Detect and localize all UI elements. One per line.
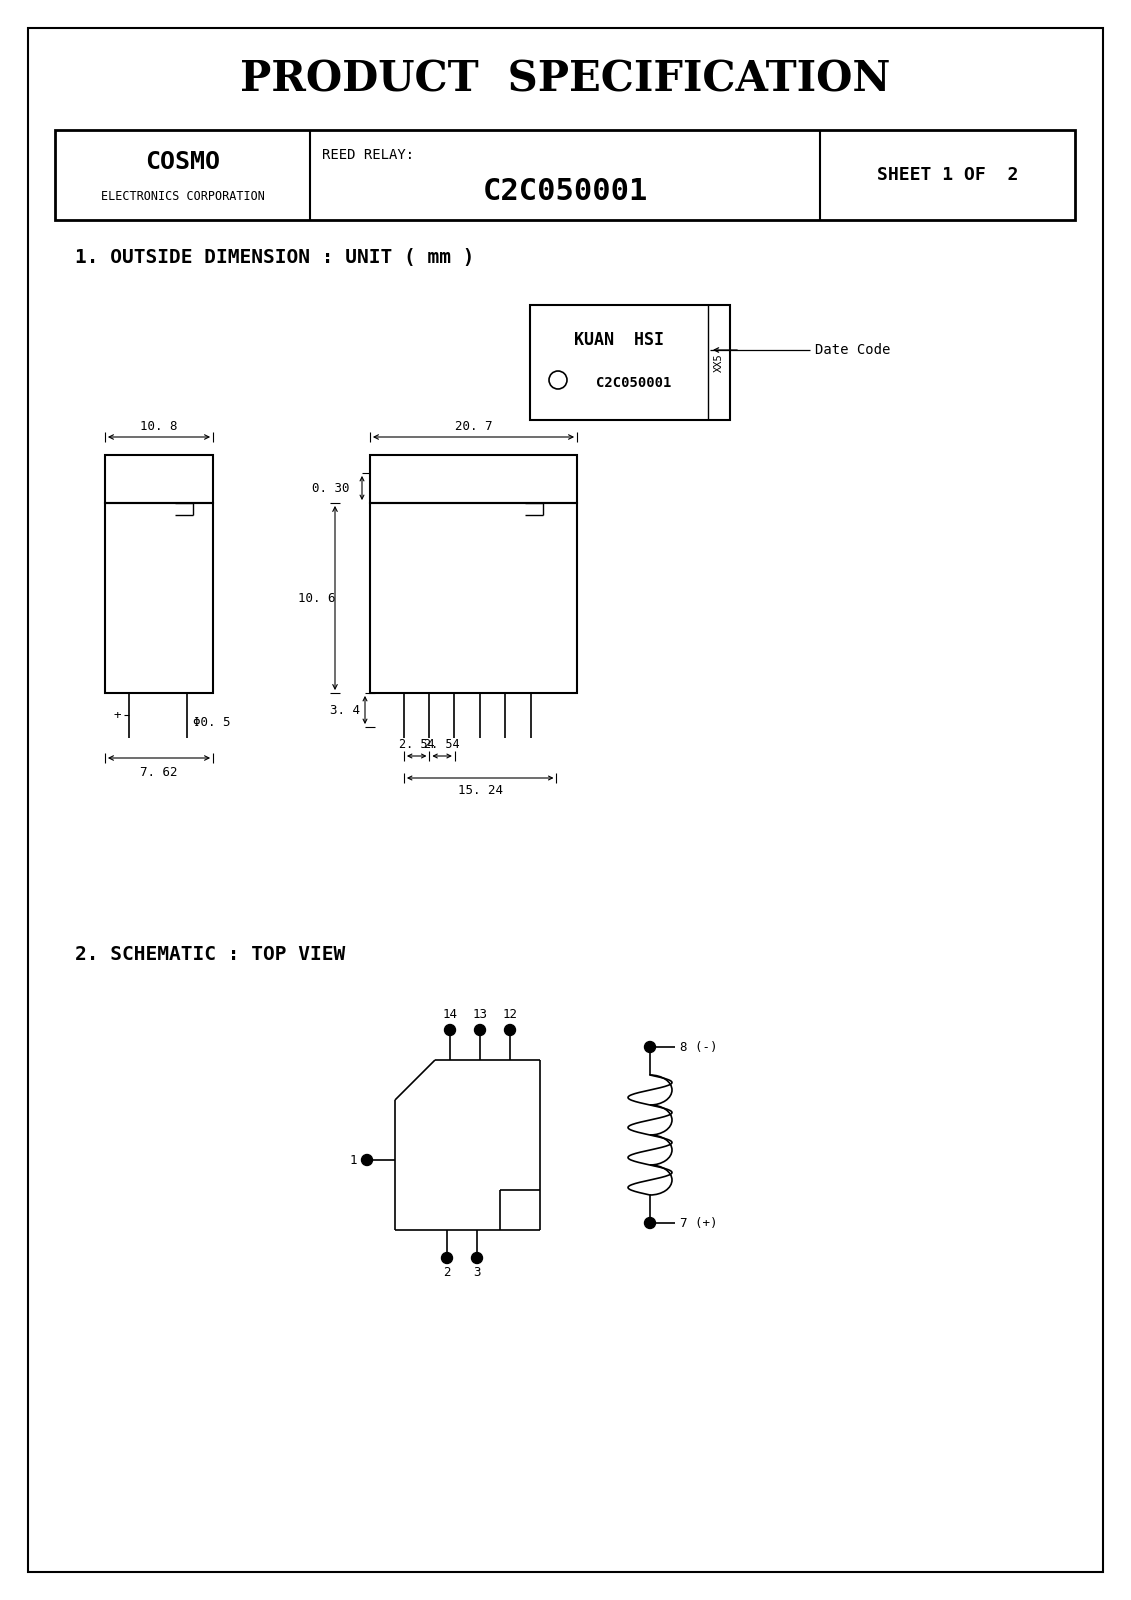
Text: 20. 7: 20. 7 — [455, 421, 492, 434]
Text: REED RELAY:: REED RELAY: — [322, 149, 414, 162]
Text: 12: 12 — [502, 1008, 518, 1021]
Text: 7. 62: 7. 62 — [140, 765, 178, 779]
Text: 3: 3 — [473, 1266, 481, 1278]
Text: COSMO: COSMO — [146, 150, 221, 174]
Text: ELECTRONICS CORPORATION: ELECTRONICS CORPORATION — [101, 189, 265, 203]
Text: 7 (+): 7 (+) — [680, 1216, 717, 1229]
Text: 15. 24: 15. 24 — [458, 784, 502, 797]
Bar — [370, 502, 577, 693]
Bar — [55, 130, 1074, 219]
Text: +: + — [113, 709, 121, 722]
Text: 8 (-): 8 (-) — [680, 1040, 717, 1053]
Text: 2: 2 — [443, 1266, 451, 1278]
Bar — [530, 306, 729, 419]
Text: 2. 54: 2. 54 — [399, 738, 434, 750]
Bar — [105, 454, 213, 502]
Text: 2. 54: 2. 54 — [424, 738, 460, 750]
Bar — [105, 502, 213, 693]
Text: 1: 1 — [349, 1154, 356, 1166]
Text: Φ0. 5: Φ0. 5 — [193, 717, 231, 730]
Text: 10. 8: 10. 8 — [140, 421, 178, 434]
Text: C2C050001: C2C050001 — [596, 376, 672, 390]
Text: 13: 13 — [473, 1008, 487, 1021]
Text: 2. SCHEMATIC : TOP VIEW: 2. SCHEMATIC : TOP VIEW — [75, 946, 345, 965]
Text: XX5: XX5 — [714, 354, 724, 371]
Text: 14: 14 — [442, 1008, 458, 1021]
Circle shape — [475, 1024, 485, 1035]
Circle shape — [441, 1253, 452, 1264]
Text: 10. 6: 10. 6 — [299, 592, 336, 605]
Bar — [370, 454, 577, 502]
Circle shape — [645, 1042, 656, 1053]
Text: PRODUCT  SPECIFICATION: PRODUCT SPECIFICATION — [240, 59, 890, 101]
Text: SHEET 1 OF  2: SHEET 1 OF 2 — [877, 166, 1018, 184]
Text: 1. OUTSIDE DIMENSION : UNIT ( mm ): 1. OUTSIDE DIMENSION : UNIT ( mm ) — [75, 248, 475, 267]
Text: C2C050001: C2C050001 — [482, 178, 648, 206]
Text: Date Code: Date Code — [815, 342, 890, 357]
Text: KUAN  HSI: KUAN HSI — [575, 331, 664, 349]
Circle shape — [472, 1253, 483, 1264]
Circle shape — [645, 1218, 656, 1229]
Circle shape — [444, 1024, 456, 1035]
Text: 3. 4: 3. 4 — [330, 704, 360, 717]
Circle shape — [504, 1024, 516, 1035]
Circle shape — [362, 1155, 372, 1165]
Text: 0. 30: 0. 30 — [312, 482, 349, 494]
